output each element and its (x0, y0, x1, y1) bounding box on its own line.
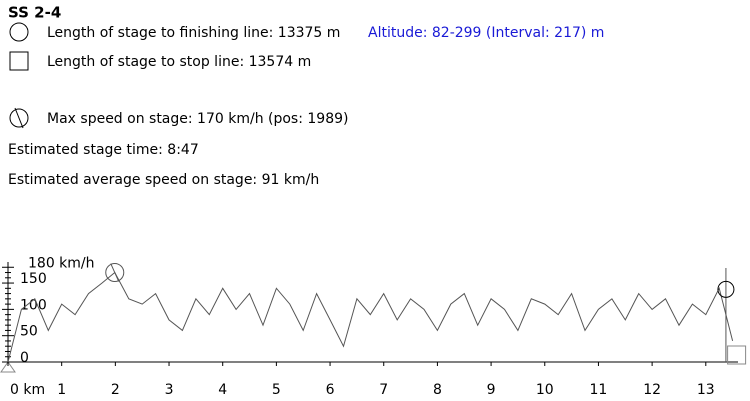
max-speed: Max speed on stage: 170 km/h (pos: 1989) (47, 111, 348, 127)
x-tick-label: 0 km (10, 382, 45, 398)
stop-icon (9, 51, 29, 71)
max-icon-cross (14, 107, 24, 129)
y-tick-label: 0 (20, 350, 29, 366)
x-tick-label: 7 (379, 382, 388, 398)
x-tick-label: 12 (643, 382, 661, 398)
max-marker-cross (110, 263, 120, 282)
x-tick-label: 8 (433, 382, 442, 398)
x-tick-label: 5 (272, 382, 281, 398)
avg-speed: Estimated average speed on stage: 91 km/… (8, 172, 319, 188)
x-tick-label: 2 (111, 382, 120, 398)
altitude: Altitude: 82-299 (Interval: 217) m (368, 25, 604, 41)
y-tick-label: 100 (20, 297, 47, 313)
stop-marker (727, 345, 747, 365)
finish-icon (9, 22, 29, 42)
stage-title: SS 2-4 (8, 4, 61, 22)
max-icon (9, 108, 29, 128)
finish-marker (717, 280, 735, 298)
stop-length: Length of stage to stop line: 13574 m (47, 54, 311, 70)
finish-length: Length of stage to finishing line: 13375… (47, 25, 340, 41)
x-tick-label: 6 (326, 382, 335, 398)
x-tick-label: 3 (165, 382, 174, 398)
speed-line (7, 271, 734, 363)
x-tick-label: 11 (590, 382, 608, 398)
y-tick-label: 180 km/h (28, 255, 95, 271)
x-tick-label: 1 (57, 382, 66, 398)
x-tick-label: 13 (697, 382, 715, 398)
x-tick-label: 10 (536, 382, 554, 398)
max-marker (105, 263, 125, 283)
y-tick-label: 50 (20, 324, 38, 340)
x-tick-label: 9 (487, 382, 496, 398)
start-marker (0, 361, 16, 373)
stage-time: Estimated stage time: 8:47 (8, 142, 199, 158)
x-tick-label: 4 (218, 382, 227, 398)
y-tick-label: 150 (20, 271, 47, 287)
